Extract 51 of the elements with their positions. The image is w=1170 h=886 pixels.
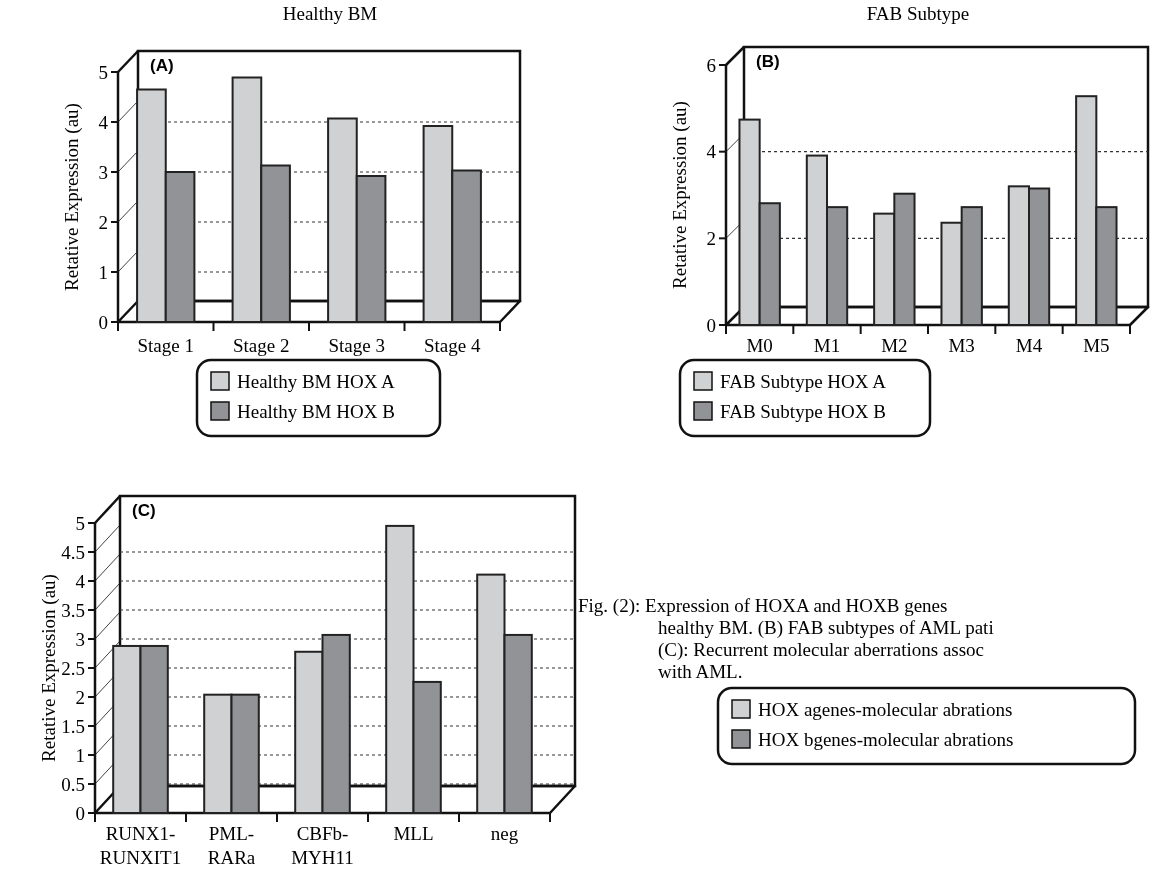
y-tick-label: 2 xyxy=(98,211,108,233)
y-tick-label: 4 xyxy=(706,141,717,163)
x-tick-label: M5 xyxy=(1083,335,1110,356)
x-tick-label: RUNX1-RUNXIT1 xyxy=(99,823,182,868)
y-tick-label: 5 xyxy=(75,512,85,534)
x-tick-label: Stage 1 xyxy=(137,335,194,356)
text: Fig. (2): Expression of HOXA and HOXB genes healthy BM. (B) FAB subtypes of AML pati (C): Recurrent molecular aberrations assoc with AML. xyxy=(578,595,994,682)
x-tick-label: M0 xyxy=(746,335,773,356)
y-axis-title: Retative Expression (au) xyxy=(61,103,83,291)
y-tick-label: 3 xyxy=(75,628,85,650)
y-tick-label: 1 xyxy=(75,744,85,766)
y-tick-label: 0 xyxy=(98,311,108,333)
x-tick-label: Stage 2 xyxy=(233,335,290,356)
legend-label: Healthy BM HOX B xyxy=(237,400,395,422)
y-axis-title: Retative Expression (au) xyxy=(669,101,691,289)
annotation: (A) xyxy=(150,56,174,75)
x-tick-label: M2 xyxy=(881,335,908,356)
y-tick-label: 2.5 xyxy=(61,657,85,679)
y-tick-label: 2 xyxy=(75,686,85,708)
y-tick-label: 4 xyxy=(75,570,86,592)
legend-label: Healthy BM HOX A xyxy=(237,370,396,392)
chart-title: Healthy BM xyxy=(282,2,378,24)
y-tick-label: 1.5 xyxy=(61,715,85,737)
legend-label: HOX bgenes-molecular abrations xyxy=(758,728,1014,750)
legend-label: FAB Subtype HOX A xyxy=(720,370,887,392)
x-tick-label: M4 xyxy=(1015,335,1043,356)
chart-title: FAB Subtype xyxy=(866,2,970,24)
x-tick-label: neg xyxy=(490,823,519,844)
y-tick-label: 4 xyxy=(98,111,109,133)
y-tick-label: 5 xyxy=(98,61,108,83)
x-tick-label: CBFb-MYH11 xyxy=(291,823,354,868)
y-tick-label: 1 xyxy=(98,261,108,283)
y-tick-label: 0 xyxy=(75,802,85,824)
annotation: (B) xyxy=(756,52,780,71)
legend-label: FAB Subtype HOX B xyxy=(720,400,886,422)
legend-label: HOX agenes-molecular abrations xyxy=(758,698,1013,720)
x-tick-label: PML-RARa xyxy=(207,823,256,868)
y-tick-label: 4.5 xyxy=(61,541,85,563)
y-tick-label: 2 xyxy=(706,227,716,249)
text: (C) xyxy=(132,501,156,520)
x-tick-label: Stage 3 xyxy=(328,335,385,356)
x-tick-label: Stage 4 xyxy=(424,335,481,356)
y-tick-label: 6 xyxy=(706,54,716,76)
y-tick-label: 0 xyxy=(706,314,716,336)
x-tick-label: M3 xyxy=(948,335,975,356)
y-tick-label: 3.5 xyxy=(61,599,85,621)
y-tick-label: 0.5 xyxy=(61,773,85,795)
x-tick-label: M1 xyxy=(813,335,841,356)
y-axis-title: Retative Expression (au) xyxy=(38,574,60,762)
x-tick-label: MLL xyxy=(393,823,434,844)
y-tick-label: 3 xyxy=(98,161,108,183)
